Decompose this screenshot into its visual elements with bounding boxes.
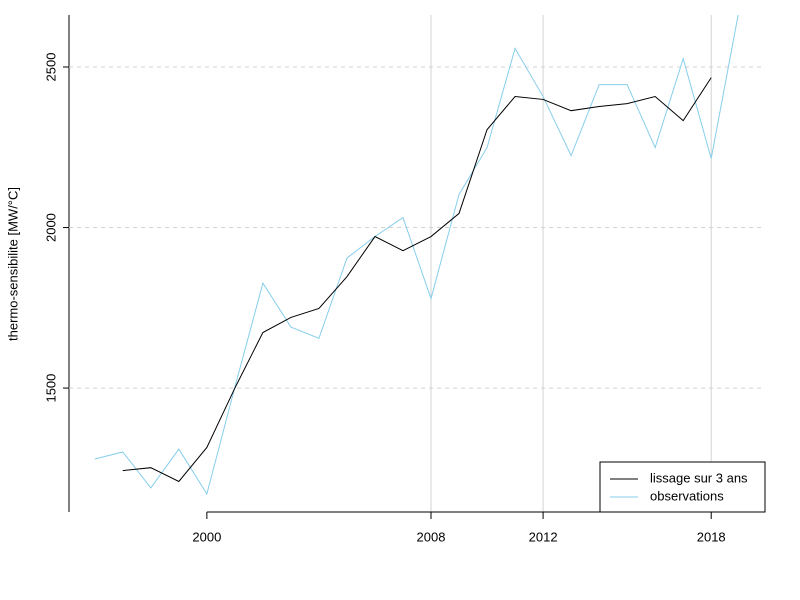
y-tick-label: 2000	[43, 213, 58, 242]
plot-area	[94, 15, 739, 496]
y-tick-label: 2500	[43, 53, 58, 82]
legend-label: observations	[650, 488, 724, 503]
series-line	[94, 15, 739, 496]
x-tick-label: 2012	[529, 529, 558, 544]
x-tick-label: 2018	[697, 529, 726, 544]
legend-label: lissage sur 3 ans	[650, 470, 748, 485]
x-tick-label: 2008	[417, 529, 446, 544]
series-line	[122, 77, 712, 483]
y-tick-label: 1500	[43, 374, 58, 403]
y-axis-label: thermo-sensibilite [MW/°C]	[5, 187, 20, 341]
x-tick-label: 2000	[192, 529, 221, 544]
legend-box	[599, 461, 766, 513]
